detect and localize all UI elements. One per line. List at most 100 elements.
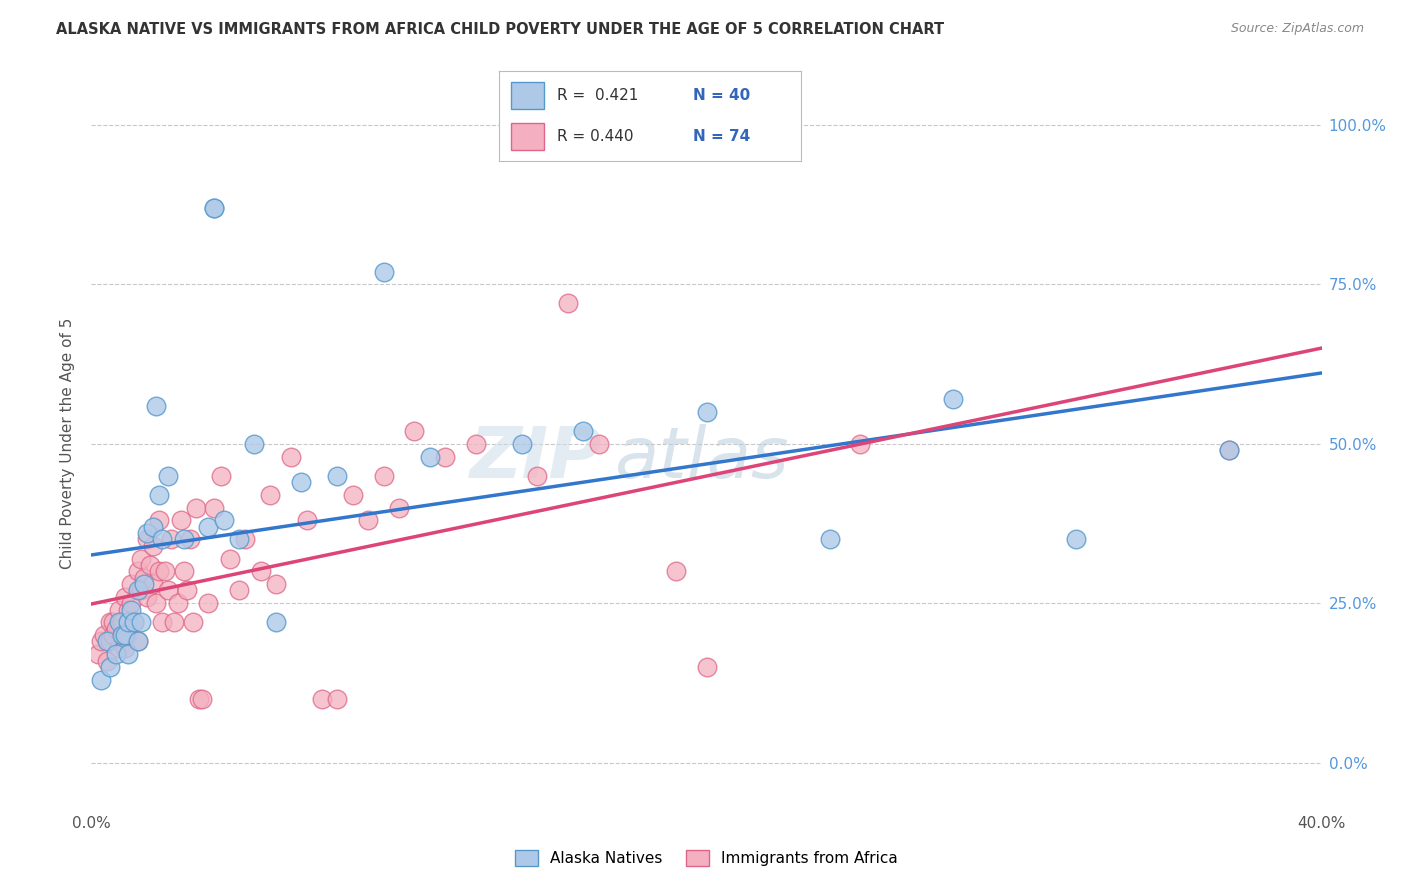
Point (197, 596, 219, 610)
Point (145, 596, 167, 610)
Point (849, 437, 872, 451)
Point (169, 513, 191, 527)
Point (135, 590, 157, 604)
Point (111, 628, 134, 642)
Point (127, 564, 149, 578)
Point (153, 564, 177, 578)
Point (150, 533, 173, 547)
Point (120, 596, 142, 610)
Point (209, 468, 232, 483)
Point (127, 583, 149, 598)
Point (129, 615, 152, 630)
Point (373, 468, 395, 483)
Point (202, 201, 225, 215)
Bar (512, 82, 544, 109)
Point (188, 691, 211, 706)
Text: atlas: atlas (614, 424, 789, 492)
Point (108, 602, 131, 616)
Point (150, 615, 173, 630)
Point (464, 437, 486, 451)
Point (526, 468, 548, 483)
Point (181, 615, 204, 630)
Point (117, 647, 139, 661)
Point (105, 647, 127, 661)
Point (105, 622, 127, 636)
Legend: Alaska Natives, Immigrants from Africa: Alaska Natives, Immigrants from Africa (509, 844, 904, 872)
Point (202, 500, 225, 515)
Point (326, 468, 349, 483)
Point (127, 634, 149, 648)
Point (665, 564, 688, 578)
Point (135, 526, 157, 541)
Point (696, 660, 718, 674)
Point (139, 558, 162, 572)
Point (191, 691, 214, 706)
Point (132, 571, 155, 585)
Point (510, 437, 533, 451)
Point (142, 519, 165, 533)
Text: N = 74: N = 74 (693, 129, 749, 144)
Point (129, 551, 152, 566)
Point (184, 500, 207, 515)
Point (117, 628, 139, 642)
Point (572, 424, 595, 438)
Point (101, 615, 124, 630)
Point (114, 590, 136, 604)
Point (93, 628, 115, 642)
Point (243, 437, 266, 451)
Text: N = 40: N = 40 (693, 88, 749, 103)
Point (160, 533, 183, 547)
Point (117, 615, 139, 630)
Point (145, 399, 167, 413)
Point (96, 654, 118, 668)
Point (311, 691, 333, 706)
Point (124, 615, 146, 630)
Point (120, 577, 142, 591)
Point (98, 615, 121, 630)
Point (280, 450, 302, 464)
Point (264, 577, 287, 591)
Point (120, 602, 142, 616)
Point (404, 424, 426, 438)
Point (179, 533, 201, 547)
Point (1218, 443, 1240, 458)
Point (98, 634, 121, 648)
Point (142, 577, 165, 591)
Point (1218, 443, 1240, 458)
Point (434, 450, 457, 464)
Point (96, 634, 118, 648)
Point (818, 533, 841, 547)
Point (142, 539, 165, 553)
Point (157, 468, 180, 483)
Point (117, 602, 139, 616)
Y-axis label: Child Poverty Under the Age of 5: Child Poverty Under the Age of 5 (60, 318, 76, 569)
Point (111, 615, 134, 630)
Point (1064, 533, 1087, 547)
Point (173, 564, 195, 578)
Point (108, 615, 131, 630)
Point (108, 640, 131, 655)
Text: Source: ZipAtlas.com: Source: ZipAtlas.com (1230, 22, 1364, 36)
Point (202, 201, 225, 215)
Point (101, 628, 124, 642)
Point (342, 488, 364, 502)
Point (90, 634, 112, 648)
Text: ALASKA NATIVE VS IMMIGRANTS FROM AFRICA CHILD POVERTY UNDER THE AGE OF 5 CORRELA: ALASKA NATIVE VS IMMIGRANTS FROM AFRICA … (56, 22, 945, 37)
Point (212, 513, 235, 527)
Point (135, 533, 157, 547)
Point (233, 533, 256, 547)
Point (373, 264, 395, 278)
Bar (512, 123, 544, 150)
Point (264, 615, 287, 630)
Point (228, 583, 250, 598)
Point (259, 488, 281, 502)
Point (111, 628, 134, 642)
Point (197, 519, 219, 533)
Point (90, 673, 112, 687)
Point (148, 488, 170, 502)
Text: ZIP: ZIP (470, 424, 602, 492)
Point (124, 615, 146, 630)
Point (114, 628, 136, 642)
Point (218, 551, 240, 566)
Point (290, 475, 312, 489)
